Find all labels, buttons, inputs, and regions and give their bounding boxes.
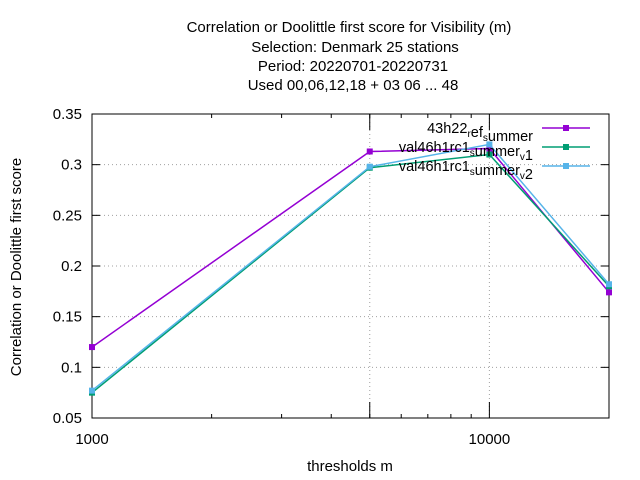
legend-entry: val46h1rc1summerv1 — [399, 140, 590, 164]
x-tick-label: 10000 — [469, 431, 511, 448]
grid — [92, 114, 609, 418]
legend: 43h22refsummerval46h1rc1summerv1val46h1r… — [399, 121, 590, 183]
y-tick-label: 0.2 — [61, 258, 82, 275]
y-tick-label: 0.15 — [53, 309, 82, 326]
y-tick-label: 0.05 — [53, 410, 82, 427]
title-line-1: Correlation or Doolittle first score for… — [187, 19, 512, 36]
data-point — [89, 387, 95, 394]
y-tick-label: 0.3 — [61, 157, 82, 174]
data-point — [486, 145, 493, 152]
x-tick-label: 1000 — [75, 431, 108, 448]
data-point — [606, 289, 612, 296]
y-axis-label: Correlation or Doolittle first score — [8, 158, 25, 376]
series-1 — [89, 145, 612, 351]
data-point — [486, 151, 493, 158]
chart-title: Correlation or Doolittle first score for… — [187, 19, 512, 94]
legend-label: val46h1rc1summerv1 — [399, 140, 533, 164]
series-line — [91, 153, 610, 394]
series-3 — [89, 141, 612, 394]
data-point — [366, 163, 373, 170]
data-point — [89, 344, 95, 351]
y-tick-label: 0.1 — [61, 359, 82, 376]
x-axis-label: thresholds m — [307, 458, 393, 475]
legend-swatch-point — [563, 144, 569, 150]
y-tick-labels: 0.05 0.1 0.15 0.2 0.25 0.3 0.35 — [53, 106, 82, 427]
legend-entry: 43h22refsummer — [427, 121, 590, 145]
series-2 — [89, 151, 612, 396]
y-tick-label: 0.25 — [53, 207, 82, 224]
legend-swatch-point — [563, 125, 569, 131]
legend-swatch-point — [563, 163, 569, 169]
plot-frame — [91, 113, 610, 419]
y-tick-label: 0.35 — [53, 106, 82, 123]
legend-entry: val46h1rc1summerv2 — [399, 159, 590, 183]
legend-label: 43h22refsummer — [427, 121, 533, 145]
title-line-4: Used 00,06,12,18 + 03 06 ... 48 — [248, 77, 459, 94]
title-line-2: Selection: Denmark 25 stations — [251, 39, 459, 56]
x-tick-labels: 1000 10000 — [75, 431, 510, 448]
title-line-3: Period: 20220701-20220731 — [258, 58, 448, 75]
data-point — [366, 148, 373, 155]
legend-label: val46h1rc1summerv2 — [399, 159, 533, 183]
series — [89, 141, 612, 396]
data-point — [486, 141, 493, 148]
series-line — [91, 143, 610, 392]
data-point — [606, 281, 612, 288]
